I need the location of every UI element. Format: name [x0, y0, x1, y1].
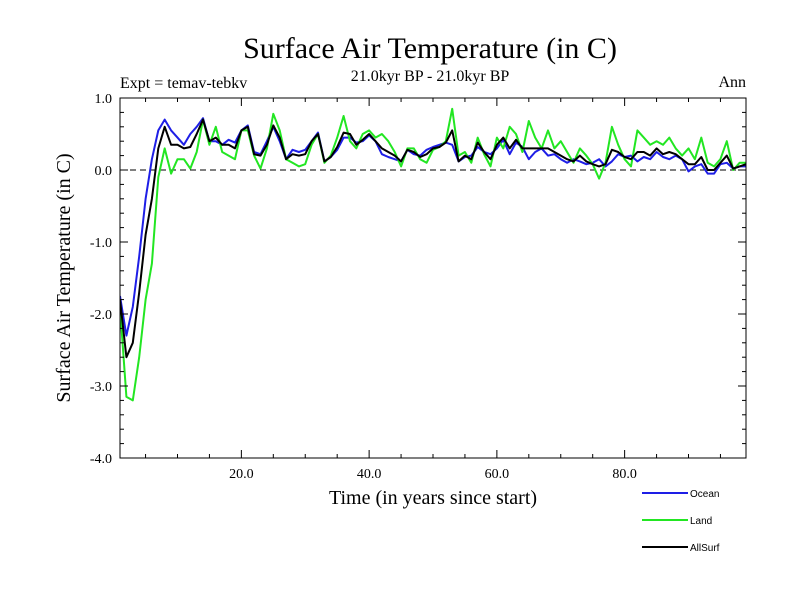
period-label: Ann [718, 74, 746, 91]
plot-area: 1.0 0.0 -1.0 -2.0 -3.0 -4.0 20.0 40.0 60.0 80.0 [90, 92, 747, 482]
legend-label-ocean: Ocean [690, 489, 719, 500]
x-tick-label: 60.0 [485, 467, 510, 482]
y-tick-label: -3.0 [90, 380, 112, 395]
y-tick-label: -2.0 [90, 308, 112, 323]
y-axis-label: Surface Air Temperature (in C) [53, 153, 75, 402]
experiment-label: Expt = temav-tebkv [120, 75, 247, 92]
legend-label-land: Land [690, 516, 712, 527]
x-tick-label: 40.0 [357, 467, 382, 482]
x-axis-label: Time (in years since start) [329, 487, 537, 509]
y-tick-label: 1.0 [95, 92, 113, 107]
x-tick-label: 20.0 [229, 467, 254, 482]
legend: Ocean Land AllSurf [642, 489, 720, 554]
y-tick-label: -4.0 [90, 452, 112, 467]
chart-subtitle: 21.0kyr BP - 21.0kyr BP [351, 68, 510, 85]
x-tick-label: 80.0 [612, 467, 637, 482]
series-line-allsurf [120, 118, 746, 359]
series-line-ocean [120, 117, 746, 337]
y-tick-label: -1.0 [90, 236, 112, 251]
chart-title: Surface Air Temperature (in C) [243, 32, 617, 65]
legend-label-allsurf: AllSurf [690, 543, 720, 554]
series-line-land [120, 107, 746, 402]
y-tick-label: 0.0 [95, 164, 113, 179]
